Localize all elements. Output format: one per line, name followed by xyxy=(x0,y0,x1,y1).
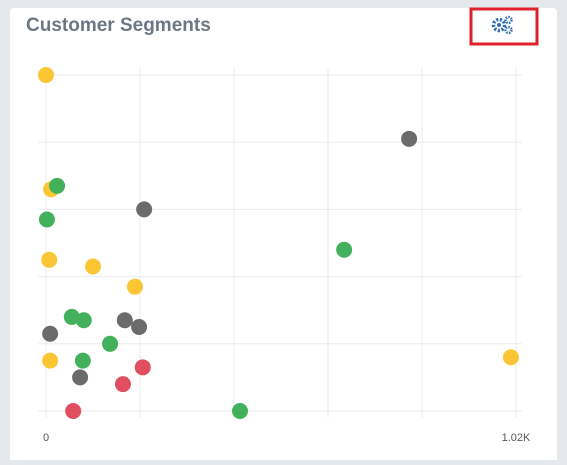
point xyxy=(134,359,151,376)
point xyxy=(38,211,55,228)
point xyxy=(136,201,153,218)
point xyxy=(336,241,353,258)
plot-area: 0 1.02K xyxy=(38,67,531,444)
card xyxy=(10,8,557,465)
point xyxy=(231,403,248,419)
x-tick-label: 1.02K xyxy=(502,432,531,444)
point xyxy=(63,308,80,325)
x-tick-label: 0 xyxy=(43,432,49,444)
settings-icon[interactable] xyxy=(491,15,513,35)
point xyxy=(131,319,148,335)
point xyxy=(41,251,58,268)
point xyxy=(49,177,66,194)
point xyxy=(85,258,101,275)
point xyxy=(74,352,91,369)
point xyxy=(502,349,519,366)
point xyxy=(116,312,133,329)
point xyxy=(75,312,92,329)
chart-title: Customer Segments xyxy=(26,15,211,36)
point xyxy=(102,335,119,352)
highlight-box xyxy=(469,7,539,46)
point xyxy=(126,278,143,295)
point xyxy=(114,376,131,393)
point xyxy=(38,67,54,83)
point xyxy=(65,403,82,419)
point xyxy=(42,325,59,342)
point xyxy=(42,352,59,369)
point xyxy=(401,130,418,147)
point xyxy=(72,369,89,386)
